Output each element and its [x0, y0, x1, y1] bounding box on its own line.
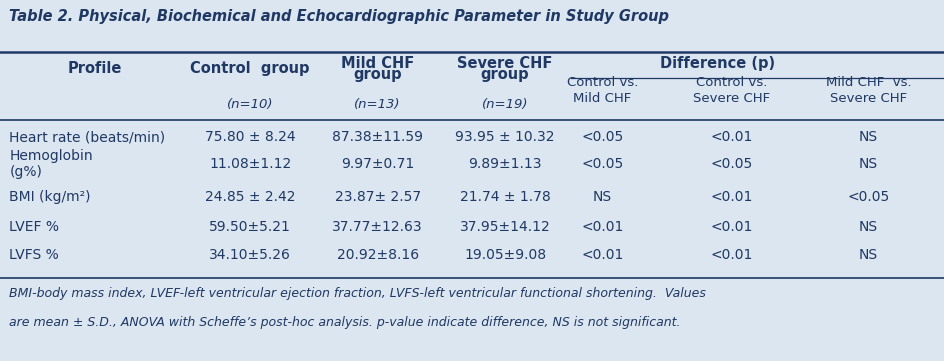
Text: <0.05: <0.05: [582, 130, 623, 144]
Text: Mild CHF  vs.
Severe CHF: Mild CHF vs. Severe CHF: [826, 77, 911, 105]
Text: are mean ± S.D., ANOVA with Scheffe’s post-hoc analysis. p-value indicate differ: are mean ± S.D., ANOVA with Scheffe’s po…: [9, 316, 681, 329]
Text: 20.92±8.16: 20.92±8.16: [337, 248, 418, 262]
Text: LVFS %: LVFS %: [9, 248, 59, 262]
Text: <0.01: <0.01: [582, 248, 623, 262]
Text: LVEF %: LVEF %: [9, 221, 59, 234]
Text: 19.05±9.08: 19.05±9.08: [464, 248, 546, 262]
Text: 59.50±5.21: 59.50±5.21: [210, 221, 291, 234]
Text: Profile: Profile: [67, 61, 122, 76]
Text: 75.80 ± 8.24: 75.80 ± 8.24: [205, 130, 295, 144]
Text: <0.01: <0.01: [711, 248, 752, 262]
Text: 9.97±0.71: 9.97±0.71: [341, 157, 414, 171]
Text: 24.85 ± 2.42: 24.85 ± 2.42: [205, 191, 295, 204]
Text: NS: NS: [859, 221, 878, 234]
Text: <0.01: <0.01: [711, 221, 752, 234]
Text: Table 2. Physical, Biochemical and Echocardiographic Parameter in Study Group: Table 2. Physical, Biochemical and Echoc…: [9, 9, 669, 24]
Text: NS: NS: [593, 191, 612, 204]
Text: group: group: [480, 66, 530, 82]
Text: Severe CHF: Severe CHF: [457, 56, 553, 71]
Text: 34.10±5.26: 34.10±5.26: [210, 248, 291, 262]
Text: 37.77±12.63: 37.77±12.63: [332, 221, 423, 234]
Text: 87.38±11.59: 87.38±11.59: [332, 130, 423, 144]
Text: 37.95±14.12: 37.95±14.12: [460, 221, 550, 234]
Text: <0.01: <0.01: [711, 130, 752, 144]
Text: group: group: [353, 66, 402, 82]
Text: Mild CHF: Mild CHF: [341, 56, 414, 71]
Text: 11.08±1.12: 11.08±1.12: [209, 157, 292, 171]
Text: 93.95 ± 10.32: 93.95 ± 10.32: [455, 130, 555, 144]
Text: <0.01: <0.01: [582, 221, 623, 234]
Text: Difference (p): Difference (p): [660, 56, 775, 71]
Text: (n=10): (n=10): [227, 98, 274, 111]
Text: Control vs.
Severe CHF: Control vs. Severe CHF: [693, 77, 770, 105]
Text: NS: NS: [859, 248, 878, 262]
Text: Control  group: Control group: [191, 61, 310, 76]
Text: <0.05: <0.05: [711, 157, 752, 171]
Text: (n=19): (n=19): [481, 98, 529, 111]
Text: Heart rate (beats/min): Heart rate (beats/min): [9, 130, 165, 144]
Text: BMI (kg/m²): BMI (kg/m²): [9, 191, 91, 204]
Text: <0.05: <0.05: [582, 157, 623, 171]
Text: Control vs.
Mild CHF: Control vs. Mild CHF: [566, 77, 638, 105]
Text: NS: NS: [859, 130, 878, 144]
Text: 23.87± 2.57: 23.87± 2.57: [334, 191, 421, 204]
Text: (n=13): (n=13): [354, 98, 401, 111]
Text: <0.05: <0.05: [848, 191, 889, 204]
Text: Hemoglobin
(g%): Hemoglobin (g%): [9, 149, 93, 179]
Text: 21.74 ± 1.78: 21.74 ± 1.78: [460, 191, 550, 204]
Text: <0.01: <0.01: [711, 191, 752, 204]
Text: BMI-body mass index, LVEF-left ventricular ejection fraction, LVFS-left ventricu: BMI-body mass index, LVEF-left ventricul…: [9, 287, 706, 300]
Text: NS: NS: [859, 157, 878, 171]
Text: 9.89±1.13: 9.89±1.13: [468, 157, 542, 171]
